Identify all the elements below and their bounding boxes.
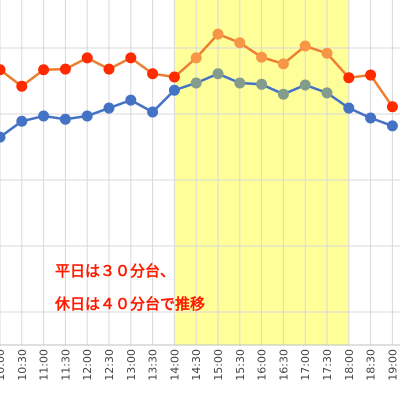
data-point [59, 63, 71, 75]
data-point [16, 115, 28, 127]
data-point [212, 28, 224, 40]
data-point [386, 120, 398, 132]
x-tick-label: 11:00 [38, 349, 51, 381]
data-point [343, 72, 355, 84]
data-point [234, 37, 246, 49]
data-point [299, 79, 311, 91]
x-tick-label: 12:30 [103, 349, 116, 381]
data-point [38, 110, 50, 122]
x-tick-label: 18:00 [343, 349, 356, 381]
data-point [81, 52, 93, 64]
x-tick-label: 18:30 [365, 349, 378, 381]
data-point [256, 51, 268, 63]
x-tick-label: 19:00 [386, 349, 399, 381]
x-tick-label: 13:30 [147, 349, 160, 381]
data-point [147, 106, 159, 118]
data-point [168, 71, 180, 83]
data-point [38, 64, 50, 76]
data-point [103, 63, 115, 75]
x-tick-label: 16:00 [256, 349, 269, 381]
x-tick-label: 11:30 [59, 349, 72, 381]
x-tick-label: 10:30 [16, 349, 29, 381]
data-point [147, 68, 159, 80]
data-point [190, 77, 202, 89]
x-tick-label: 13:00 [125, 349, 138, 381]
x-tick-label: 17:30 [321, 349, 334, 381]
data-point [321, 87, 333, 99]
data-point [256, 78, 268, 90]
annotation: 休日は４０分台で推移 [54, 295, 205, 313]
data-point [103, 102, 115, 114]
data-point [16, 80, 28, 92]
x-tick-label: 15:30 [234, 349, 247, 381]
x-tick-label: 12:00 [81, 349, 94, 381]
x-tick-label: 14:30 [190, 349, 203, 381]
data-point [81, 110, 93, 122]
data-point [0, 131, 6, 143]
data-point [125, 94, 137, 106]
data-point [59, 113, 71, 125]
data-point [168, 84, 180, 96]
data-point [365, 112, 377, 124]
x-tick-label: 10:00 [0, 349, 7, 381]
data-point [365, 69, 377, 81]
data-point [212, 68, 224, 80]
data-point [0, 64, 6, 76]
data-point [125, 52, 137, 64]
data-point [321, 47, 333, 59]
data-point [299, 40, 311, 52]
data-point [277, 88, 289, 100]
x-tick-label: 14:00 [168, 349, 181, 381]
data-point [343, 102, 355, 114]
x-tick-label: 17:00 [299, 349, 312, 381]
data-point [234, 77, 246, 89]
data-point [190, 52, 202, 64]
data-point [277, 58, 289, 70]
x-tick-label: 15:00 [212, 349, 225, 381]
data-point [386, 101, 398, 113]
x-tick-label: 16:30 [277, 349, 290, 381]
annotation: 平日は３０分台、 [55, 262, 175, 280]
